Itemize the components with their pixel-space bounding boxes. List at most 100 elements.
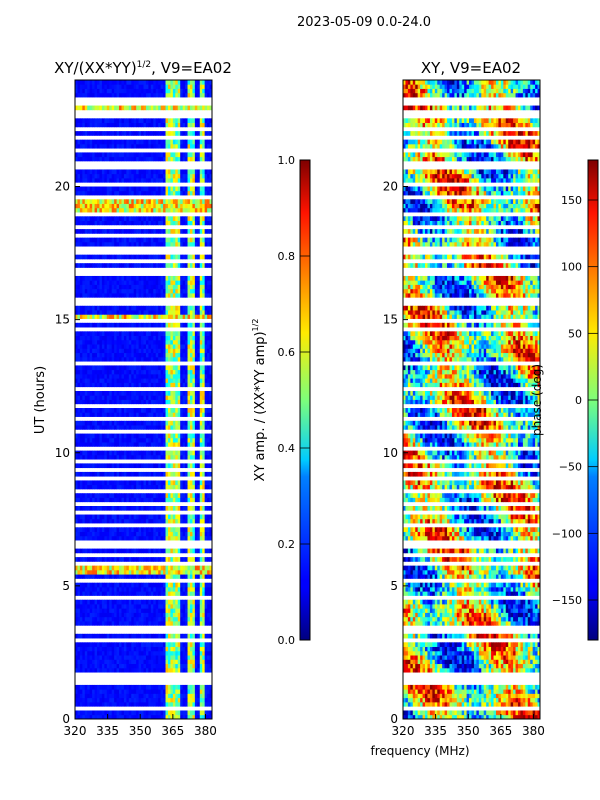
heatmap-cell — [170, 591, 174, 596]
heatmap-cell — [153, 621, 157, 626]
heatmap-cell — [180, 293, 184, 298]
heatmap-cell — [119, 518, 122, 524]
heatmap-cell — [202, 642, 206, 647]
heatmap-cell — [189, 650, 193, 656]
heatmap-cell — [119, 603, 122, 609]
heatmap-cell — [87, 207, 91, 213]
heatmap-cell — [209, 241, 213, 247]
heatmap-cell — [202, 484, 206, 490]
heatmap-cell — [143, 650, 147, 656]
heatmap-cell — [79, 305, 83, 311]
heatmap-cell — [192, 603, 196, 609]
heatmap-cell — [209, 514, 213, 520]
heatmap-cell — [148, 275, 152, 281]
heatmap-cell — [167, 420, 171, 426]
heatmap-cell — [109, 203, 113, 209]
heatmap-cell — [199, 497, 203, 503]
heatmap-cell — [158, 603, 162, 609]
heatmap-cell — [158, 241, 162, 247]
heatmap-cell — [189, 599, 193, 605]
heatmap-cell — [77, 667, 81, 673]
heatmap-cell — [207, 616, 210, 622]
heatmap-cell — [187, 442, 191, 447]
heatmap-cell — [94, 591, 98, 596]
heatmap-cell — [155, 369, 159, 375]
heatmap-cell — [197, 365, 201, 371]
heatmap-cell — [163, 412, 166, 417]
heatmap-cell — [116, 190, 120, 196]
heatmap-cell — [145, 305, 149, 311]
heatmap-cell — [192, 586, 196, 592]
heatmap-cell — [187, 586, 191, 592]
heatmap-cell — [194, 237, 198, 243]
heatmap-cell — [182, 263, 186, 268]
heatmap-cell — [153, 203, 157, 209]
heatmap-cell — [185, 697, 188, 703]
heatmap-cell — [167, 518, 171, 524]
heatmap-cell — [126, 395, 130, 400]
heatmap-cell — [97, 621, 100, 626]
heatmap-cell — [106, 322, 110, 328]
heatmap-cell — [121, 514, 125, 520]
heatmap-cell — [165, 241, 169, 247]
heatmap-cell — [92, 642, 95, 647]
heatmap-cell — [94, 373, 98, 379]
heatmap-cell — [99, 203, 103, 209]
heatmap-cell — [153, 356, 157, 362]
heatmap-cell — [136, 454, 140, 460]
heatmap-cell — [141, 356, 144, 362]
heatmap-cell — [158, 284, 162, 290]
heatmap-cell — [121, 390, 125, 396]
heatmap-cell — [143, 697, 147, 703]
heatmap-cell — [145, 633, 149, 639]
heatmap-cell — [207, 454, 210, 460]
heatmap-cell — [165, 169, 169, 175]
heatmap-cell — [197, 241, 201, 247]
heatmap-cell — [138, 493, 142, 498]
heatmap-cell — [104, 463, 108, 469]
heatmap-cell — [150, 582, 154, 588]
heatmap-cell — [180, 471, 184, 477]
heatmap-cell — [138, 373, 142, 379]
heatmap-cell — [136, 169, 140, 175]
heatmap-cell — [111, 484, 115, 490]
heatmap-cell — [167, 646, 171, 652]
heatmap-cell — [194, 480, 198, 486]
heatmap-cell — [97, 437, 100, 443]
heatmap-cell — [89, 186, 93, 192]
heatmap-cell — [101, 203, 105, 209]
heatmap-cell — [75, 352, 78, 358]
heatmap-cell — [165, 518, 169, 524]
heatmap-cell — [207, 535, 210, 541]
heatmap-cell — [167, 284, 171, 290]
heatmap-cell — [141, 493, 144, 498]
heatmap-cell — [101, 169, 105, 175]
heatmap-cell — [180, 305, 184, 311]
heatmap-cell — [138, 280, 142, 285]
heatmap-cell — [123, 173, 127, 179]
heatmap-cell — [92, 527, 95, 532]
heatmap-cell — [170, 339, 174, 345]
heatmap-cell — [97, 586, 100, 592]
heatmap-cell — [138, 169, 142, 175]
heatmap-cell — [89, 190, 93, 196]
heatmap-cell — [160, 531, 164, 537]
heatmap-cell — [197, 612, 201, 618]
heatmap-cell — [165, 207, 169, 213]
heatmap-cell — [99, 199, 103, 204]
heatmap-cell — [175, 714, 179, 720]
heatmap-cell — [194, 463, 198, 469]
heatmap-cell — [185, 288, 188, 294]
heatmap-cell — [199, 650, 203, 656]
heatmap-cell — [106, 425, 110, 430]
heatmap-cell — [165, 216, 169, 221]
heatmap-cell — [111, 425, 115, 430]
heatmap-cell — [121, 216, 125, 221]
heatmap-cell — [155, 237, 159, 243]
heatmap-cell — [177, 586, 181, 592]
heatmap-cell — [202, 408, 206, 413]
heatmap-cell — [160, 527, 164, 532]
heatmap-cell — [160, 557, 164, 562]
heatmap-cell — [89, 322, 93, 328]
heatmap-cell — [182, 582, 186, 588]
